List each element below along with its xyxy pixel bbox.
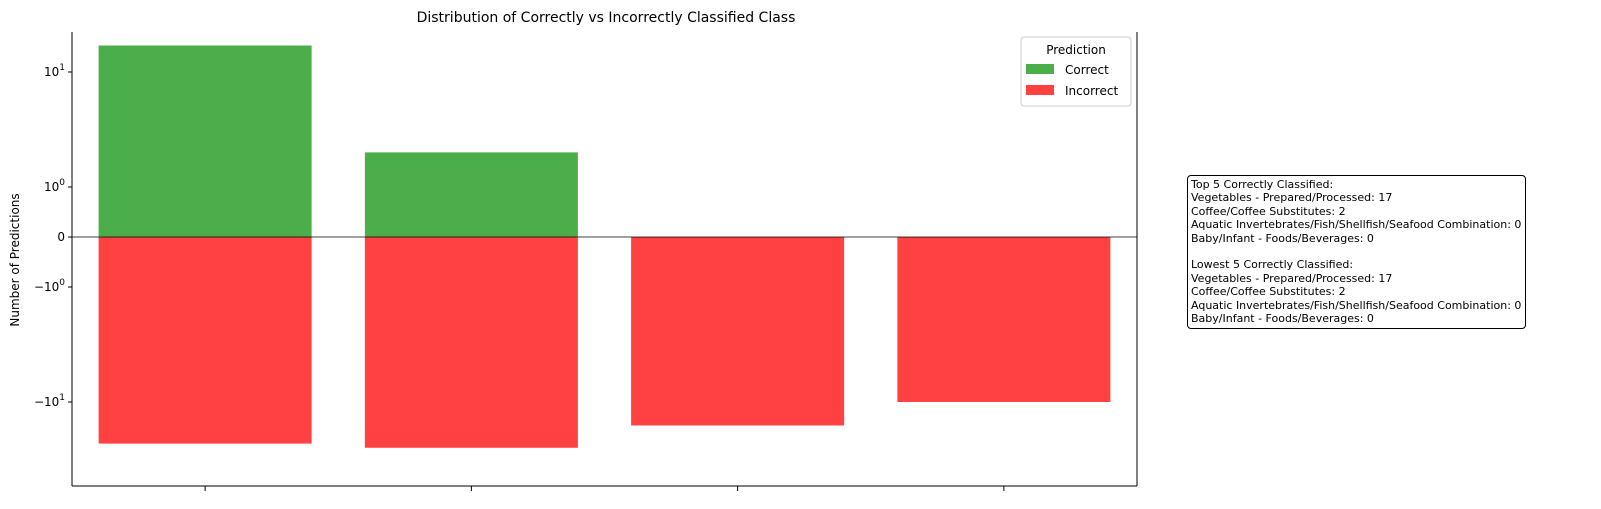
legend-swatch-correct: [1026, 64, 1054, 74]
top-correct-item: Baby/Infant - Foods/Beverages: 0: [1191, 231, 1374, 245]
bar-correct-1: [364, 152, 578, 237]
y-ticks-group: 101 100 0 −100 −101: [34, 63, 72, 409]
top-correct-item: Coffee/Coffee Substitutes: 2: [1191, 204, 1346, 218]
bar-correct-0: [98, 45, 312, 237]
bar-incorrect-0: [98, 237, 312, 444]
lowest-correct-item: Coffee/Coffee Substitutes: 2: [1191, 285, 1346, 299]
legend-swatch-incorrect: [1026, 85, 1054, 95]
y-tick-label: −100: [34, 278, 65, 294]
lowest-correct-item: Vegetables - Prepared/Processed: 17: [1191, 271, 1393, 285]
legend: Prediction Correct Incorrect: [1020, 36, 1132, 107]
y-tick-label: 101: [44, 63, 65, 79]
legend-title: Prediction: [1046, 43, 1106, 57]
y-tick-label: 0: [57, 230, 65, 244]
x-ticks-group: [204, 486, 1005, 491]
spacer: [1191, 245, 1521, 258]
top-correct-item: Vegetables - Prepared/Processed: 17: [1191, 191, 1393, 205]
bar-incorrect-1: [364, 237, 578, 448]
lowest-correct-item: Aquatic Invertebrates/Fish/Shellfish/Sea…: [1191, 298, 1522, 312]
lowest-correct-heading: Lowest 5 Correctly Classified:: [1191, 258, 1354, 272]
y-tick-label: −101: [34, 393, 65, 409]
bar-incorrect-2: [631, 237, 845, 426]
lowest-correct-item: Baby/Infant - Foods/Beverages: 0: [1191, 312, 1374, 326]
top-correct-heading: Top 5 Correctly Classified:: [1191, 178, 1334, 191]
y-tick-label: 100: [44, 178, 65, 194]
legend-label-correct: Correct: [1065, 63, 1109, 77]
legend-label-incorrect: Incorrect: [1065, 84, 1118, 98]
bar-incorrect-3: [897, 237, 1111, 402]
top-correct-item: Aquatic Invertebrates/Fish/Shellfish/Sea…: [1191, 218, 1522, 232]
summary-text-box: Top 5 Correctly Classified: Vegetables -…: [1187, 175, 1527, 330]
y-axis-label: Number of Predictions: [8, 193, 22, 326]
axes-group: [71, 32, 1138, 487]
chart-title: Distribution of Correctly vs Incorrectly…: [417, 10, 796, 26]
bars-group: [98, 45, 1111, 448]
